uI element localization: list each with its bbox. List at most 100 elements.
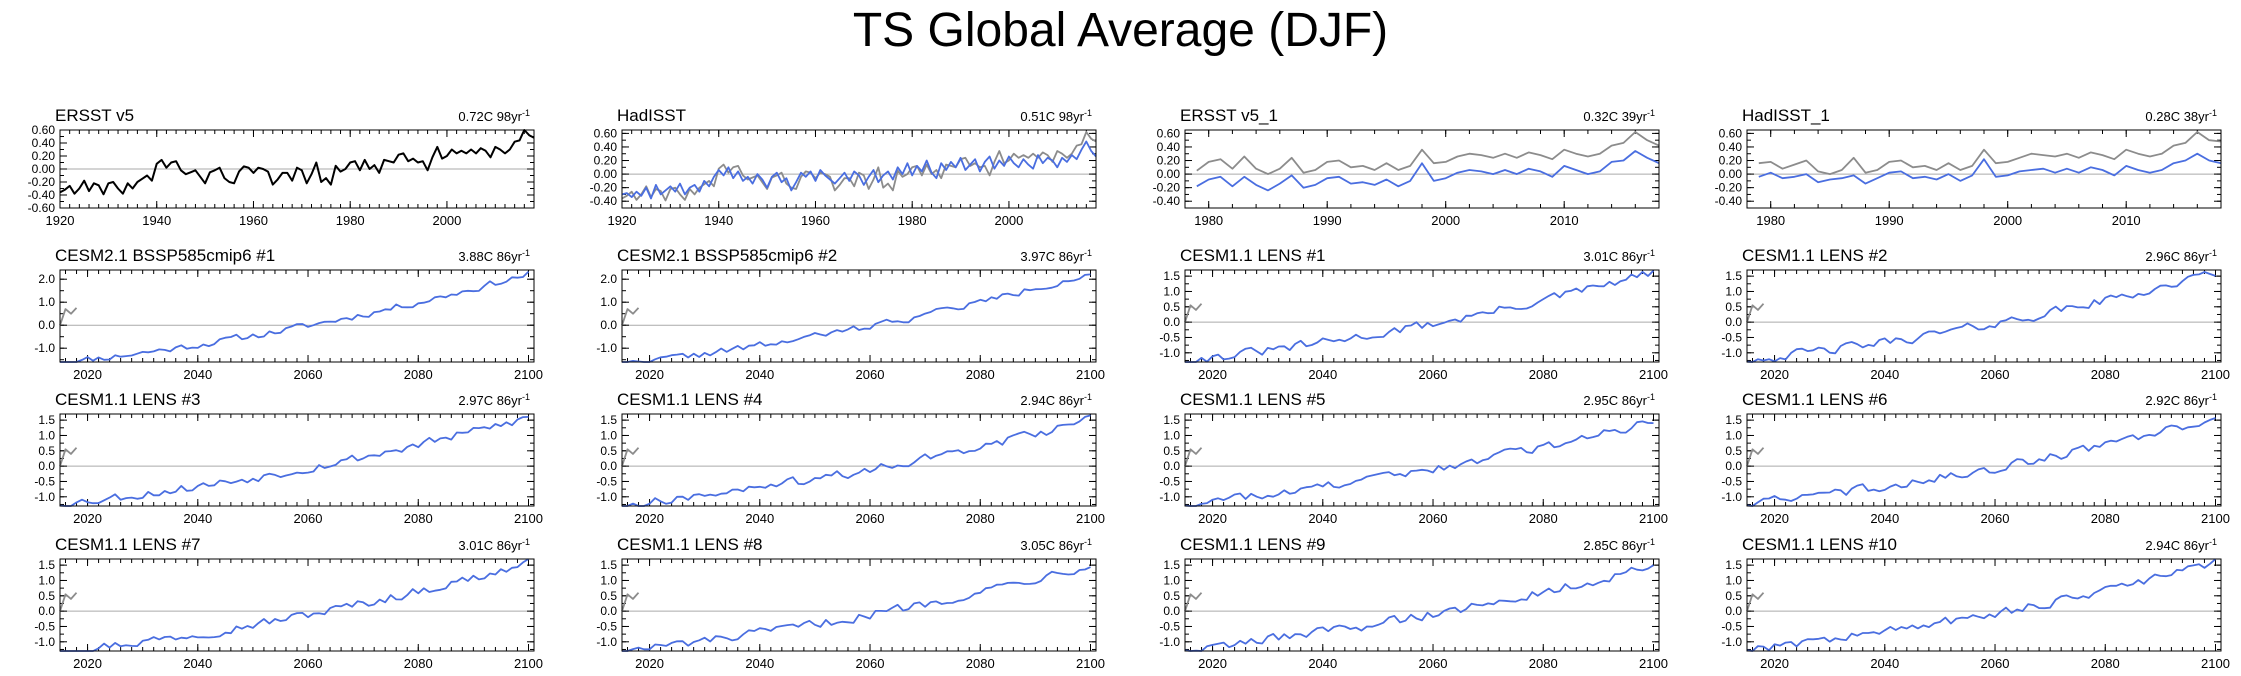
panel-title: CESM1.1 LENS #1: [1180, 246, 1326, 265]
trend-label: 2.96C 86yr-1: [2145, 248, 2217, 264]
trend-exponent: -1: [1647, 108, 1655, 118]
trend-value: 2.94C 86yr: [1020, 393, 1084, 408]
reference-series-line: [1758, 131, 2222, 176]
reference-series-line: [621, 447, 640, 467]
trend-exponent: -1: [1647, 248, 1655, 258]
x-tick-label: 2020: [73, 656, 102, 671]
x-tick-label: 2100: [1639, 511, 1668, 526]
trend-value: 3.05C 86yr: [1020, 538, 1084, 553]
x-tick-label: 2040: [1308, 367, 1337, 382]
y-tick-label: 0.00: [1157, 167, 1181, 181]
x-tick-label: 2040: [183, 511, 212, 526]
x-tick-label: 2040: [183, 367, 212, 382]
y-tick-label: 0.40: [594, 140, 618, 154]
y-tick-label: -0.5: [1721, 619, 1742, 633]
trend-exponent: -1: [1084, 392, 1092, 402]
panel-title: CESM2.1 BSSP585cmip6 #2: [617, 246, 837, 265]
x-tick-label: 2100: [1076, 367, 1105, 382]
panel-6: CESM2.1 BSSP585cmip6 #2 3.97C 86yr-1 -1.0 0…: [596, 246, 1105, 382]
trend-exponent: -1: [2209, 392, 2217, 402]
y-tick-label: -1.0: [1721, 635, 1742, 649]
y-tick-label: 1.5: [600, 558, 617, 572]
x-tick-label: 2060: [294, 511, 323, 526]
x-tick-label: 2080: [2091, 511, 2120, 526]
x-tick-label: 2060: [1419, 656, 1448, 671]
panel-11: CESM1.1 LENS #5 2.95C 86yr-1 -1.0 -0.50.00.…: [1159, 390, 1668, 526]
x-tick-label: 2060: [1419, 367, 1448, 382]
trend-exponent: -1: [1084, 537, 1092, 547]
y-tick-label: -1.0: [34, 341, 55, 355]
y-tick-label: 0.00: [32, 162, 56, 176]
x-tick-label: 2040: [1308, 511, 1337, 526]
y-tick-label: 1.0: [1163, 284, 1180, 298]
y-tick-label: 0.5: [600, 589, 617, 603]
x-tick-label: 2020: [1198, 656, 1227, 671]
y-tick-label: 0.0: [38, 604, 55, 618]
series-line: [1746, 271, 2216, 363]
plot-frame: [59, 413, 535, 507]
y-tick-label: 1.5: [1163, 558, 1180, 572]
y-tick-label: 0.5: [38, 444, 55, 458]
y-tick-label: 0.5: [1725, 444, 1742, 458]
series-line: [1184, 420, 1654, 507]
y-tick-label: 0.60: [1719, 126, 1743, 140]
y-tick-label: -1.0: [596, 490, 617, 504]
y-tick-label: 1.0: [38, 295, 55, 309]
reference-series-line: [1196, 131, 1660, 176]
x-tick-label: 2040: [1870, 511, 1899, 526]
panel-title: CESM1.1 LENS #6: [1742, 390, 1888, 409]
y-tick-label: 1.0: [1725, 573, 1742, 587]
x-tick-label: 2080: [2091, 367, 2120, 382]
y-tick-label: 0.0: [1163, 315, 1180, 329]
trend-label: 2.94C 86yr-1: [1020, 392, 1092, 408]
panel-1: ERSST v5 0.72C 98yr-1-0.60-0.40-0.200.000…: [28, 106, 535, 228]
series-line: [60, 558, 529, 652]
y-tick-label: -1.0: [596, 635, 617, 649]
y-tick-label: -1.0: [1721, 346, 1742, 360]
x-tick-label: 2020: [635, 656, 664, 671]
series-line: [1196, 150, 1660, 192]
y-tick-label: -0.40: [1153, 194, 1181, 208]
x-tick-label: 2060: [294, 656, 323, 671]
y-tick-label: -0.20: [1153, 181, 1181, 195]
y-tick-label: 0.00: [1719, 167, 1743, 181]
y-tick-label: -0.40: [28, 188, 56, 202]
y-tick-label: 1.5: [38, 558, 55, 572]
reference-series-line: [1746, 303, 1765, 323]
y-tick-label: 0.0: [1725, 604, 1742, 618]
x-tick-label: 2060: [856, 511, 885, 526]
x-tick-label: 2010: [2112, 213, 2141, 228]
plot-frame: [621, 129, 1097, 209]
reference-series-line: [1746, 592, 1765, 612]
y-tick-label: -1.0: [1159, 635, 1180, 649]
x-tick-label: 2060: [856, 656, 885, 671]
x-tick-label: 2010: [1550, 213, 1579, 228]
x-tick-label: 2040: [745, 367, 774, 382]
panel-2: HadISST 0.51C 98yr-1 -0.40-0.200.000.200.4…: [590, 106, 1097, 228]
y-tick-label: -1.0: [34, 490, 55, 504]
series-line: [1758, 152, 2222, 185]
y-tick-label: 1.5: [600, 413, 617, 427]
y-tick-label: 0.40: [1157, 140, 1181, 154]
x-tick-label: 2020: [1760, 656, 1789, 671]
y-tick-label: 0.5: [600, 444, 617, 458]
series-line: [621, 140, 1097, 200]
x-tick-label: 2100: [514, 511, 543, 526]
y-tick-label: -0.40: [1715, 194, 1743, 208]
y-tick-label: 0.0: [1163, 459, 1180, 473]
plot-frame: [59, 129, 535, 209]
panel-15: CESM1.1 LENS #9 2.85C 86yr-1 -1.0 -0.50.00.…: [1159, 535, 1668, 671]
series-line: [1185, 269, 1655, 363]
y-tick-label: 1.0: [1725, 284, 1742, 298]
trend-value: 3.01C 86yr: [1583, 249, 1647, 264]
x-tick-label: 2060: [856, 367, 885, 382]
x-tick-label: 1980: [1194, 213, 1223, 228]
x-tick-label: 2100: [2201, 656, 2230, 671]
trend-value: 2.94C 86yr: [2145, 538, 2209, 553]
y-tick-label: -0.5: [1721, 330, 1742, 344]
panel-13: CESM1.1 LENS #7 3.01C 86yr-1 -1.0 -0.50.00.…: [34, 535, 543, 671]
plot-frame: [1184, 129, 1660, 209]
x-tick-label: 2000: [994, 213, 1023, 228]
y-tick-label: 0.0: [1725, 459, 1742, 473]
